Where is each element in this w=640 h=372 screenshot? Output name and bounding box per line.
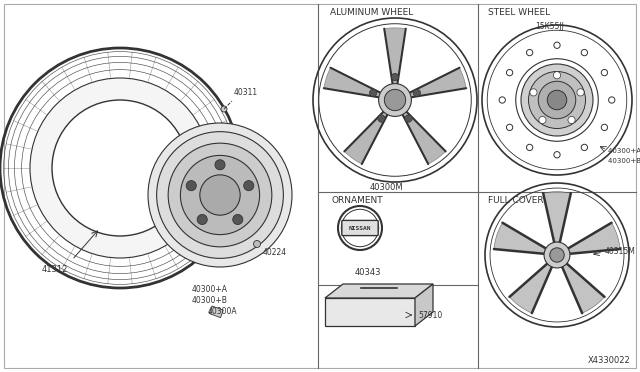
Circle shape bbox=[405, 115, 412, 122]
Circle shape bbox=[609, 97, 615, 103]
Circle shape bbox=[554, 152, 560, 158]
Polygon shape bbox=[324, 68, 384, 98]
Text: 40311: 40311 bbox=[234, 88, 258, 97]
Polygon shape bbox=[415, 284, 433, 326]
Text: X4330022: X4330022 bbox=[588, 356, 630, 365]
Circle shape bbox=[530, 89, 537, 96]
Circle shape bbox=[385, 89, 406, 110]
Circle shape bbox=[506, 124, 513, 131]
Circle shape bbox=[581, 144, 588, 151]
Polygon shape bbox=[543, 192, 571, 242]
Circle shape bbox=[506, 70, 513, 76]
Circle shape bbox=[30, 78, 210, 258]
Circle shape bbox=[391, 73, 399, 81]
Text: 40300+B: 40300+B bbox=[192, 296, 228, 305]
Text: FULL COVER: FULL COVER bbox=[488, 196, 543, 205]
Circle shape bbox=[186, 181, 196, 191]
Text: 40300+A (SILVER): 40300+A (SILVER) bbox=[608, 148, 640, 154]
Bar bbox=[325, 298, 415, 326]
Circle shape bbox=[200, 175, 240, 215]
Circle shape bbox=[52, 100, 188, 236]
Circle shape bbox=[539, 116, 546, 124]
Polygon shape bbox=[562, 264, 605, 313]
Circle shape bbox=[499, 97, 506, 103]
Circle shape bbox=[221, 106, 227, 112]
Circle shape bbox=[197, 214, 207, 225]
Circle shape bbox=[554, 42, 560, 48]
Circle shape bbox=[180, 155, 260, 235]
Circle shape bbox=[148, 123, 292, 267]
Circle shape bbox=[544, 242, 570, 268]
Circle shape bbox=[244, 181, 254, 191]
Polygon shape bbox=[509, 264, 552, 313]
Circle shape bbox=[568, 116, 575, 124]
Circle shape bbox=[253, 241, 260, 247]
Text: STEEL WHEEL: STEEL WHEEL bbox=[488, 8, 550, 17]
Circle shape bbox=[554, 72, 561, 79]
Circle shape bbox=[215, 160, 225, 170]
Circle shape bbox=[527, 49, 532, 56]
Text: ALUMINUM WHEEL: ALUMINUM WHEEL bbox=[330, 8, 413, 17]
Circle shape bbox=[601, 124, 607, 131]
Circle shape bbox=[550, 248, 564, 262]
Circle shape bbox=[379, 84, 412, 116]
Polygon shape bbox=[344, 109, 389, 164]
Circle shape bbox=[529, 71, 586, 128]
Bar bbox=[209, 306, 223, 318]
Text: 40224: 40224 bbox=[263, 248, 287, 257]
Polygon shape bbox=[401, 109, 445, 164]
Circle shape bbox=[233, 214, 243, 225]
Polygon shape bbox=[494, 223, 546, 254]
Polygon shape bbox=[384, 28, 406, 88]
Text: 40343: 40343 bbox=[355, 268, 381, 277]
Polygon shape bbox=[406, 68, 466, 98]
Text: 40315M: 40315M bbox=[605, 247, 636, 257]
Circle shape bbox=[527, 144, 532, 151]
Circle shape bbox=[601, 70, 607, 76]
Text: 40300M: 40300M bbox=[370, 183, 404, 192]
Circle shape bbox=[547, 90, 567, 110]
Text: 40300+A: 40300+A bbox=[192, 285, 228, 294]
Circle shape bbox=[521, 64, 593, 136]
Circle shape bbox=[413, 89, 420, 97]
Text: 41312: 41312 bbox=[42, 265, 68, 274]
Text: 15K55JJ: 15K55JJ bbox=[535, 22, 564, 31]
Circle shape bbox=[378, 115, 385, 122]
Text: 40300A: 40300A bbox=[208, 307, 237, 316]
Circle shape bbox=[538, 81, 576, 119]
Circle shape bbox=[581, 49, 588, 56]
Text: 40300+B (BLACK): 40300+B (BLACK) bbox=[608, 158, 640, 164]
Text: ORNAMENT: ORNAMENT bbox=[332, 196, 383, 205]
Circle shape bbox=[577, 89, 584, 96]
Polygon shape bbox=[568, 223, 620, 254]
Text: 57910: 57910 bbox=[418, 311, 442, 320]
Polygon shape bbox=[325, 284, 433, 298]
FancyBboxPatch shape bbox=[342, 220, 378, 235]
Circle shape bbox=[168, 143, 272, 247]
Circle shape bbox=[369, 89, 377, 97]
Circle shape bbox=[157, 132, 284, 259]
Text: NISSAN: NISSAN bbox=[349, 225, 371, 231]
